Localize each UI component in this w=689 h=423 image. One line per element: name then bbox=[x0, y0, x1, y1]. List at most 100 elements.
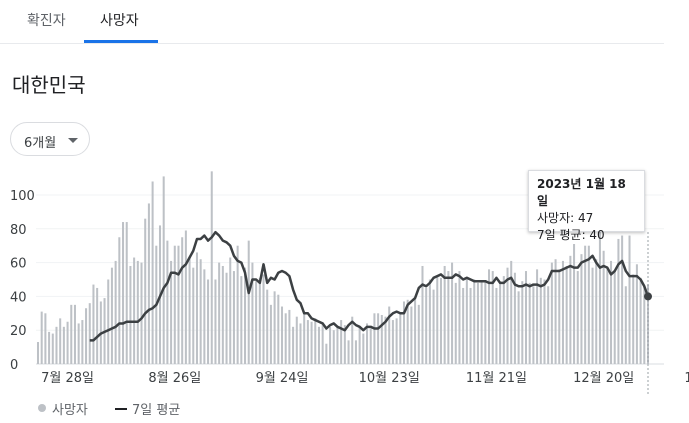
bar[interactable] bbox=[521, 281, 524, 364]
bar[interactable] bbox=[136, 260, 139, 364]
bar[interactable] bbox=[181, 237, 184, 364]
bar[interactable] bbox=[251, 262, 254, 364]
bar[interactable] bbox=[343, 325, 346, 364]
bar[interactable] bbox=[247, 240, 250, 364]
bar[interactable] bbox=[229, 257, 232, 364]
bar[interactable] bbox=[299, 323, 302, 364]
bar[interactable] bbox=[96, 287, 99, 364]
bar[interactable] bbox=[595, 259, 598, 364]
bar[interactable] bbox=[354, 340, 357, 364]
bar[interactable] bbox=[218, 262, 221, 364]
bar[interactable] bbox=[329, 326, 332, 364]
bar[interactable] bbox=[358, 326, 361, 364]
bar[interactable] bbox=[388, 306, 391, 364]
bar[interactable] bbox=[188, 257, 191, 364]
bar[interactable] bbox=[524, 271, 528, 364]
bar[interactable] bbox=[476, 282, 479, 364]
bar[interactable] bbox=[451, 262, 454, 364]
bar[interactable] bbox=[377, 313, 380, 364]
bar[interactable] bbox=[284, 313, 287, 364]
bar[interactable] bbox=[536, 269, 539, 364]
bar[interactable] bbox=[258, 277, 261, 364]
bar[interactable] bbox=[380, 314, 383, 364]
bar[interactable] bbox=[584, 245, 587, 364]
bar[interactable] bbox=[369, 328, 372, 364]
bar[interactable] bbox=[210, 171, 213, 364]
bar[interactable] bbox=[147, 203, 150, 364]
bar[interactable] bbox=[144, 218, 147, 364]
bar[interactable] bbox=[122, 222, 125, 364]
bar[interactable] bbox=[62, 326, 65, 364]
bar[interactable] bbox=[240, 276, 243, 364]
bar[interactable] bbox=[366, 323, 369, 364]
bar[interactable] bbox=[414, 298, 417, 364]
bar[interactable] bbox=[269, 304, 272, 364]
bar[interactable] bbox=[81, 320, 84, 364]
bar[interactable] bbox=[203, 269, 206, 364]
bar[interactable] bbox=[351, 316, 354, 364]
bar[interactable] bbox=[569, 255, 572, 364]
bar[interactable] bbox=[436, 276, 439, 364]
bar[interactable] bbox=[399, 313, 402, 364]
bar[interactable] bbox=[66, 321, 69, 364]
bar[interactable] bbox=[221, 265, 224, 364]
bar[interactable] bbox=[262, 274, 265, 364]
bar[interactable] bbox=[532, 286, 535, 364]
bar[interactable] bbox=[177, 245, 180, 364]
bar[interactable] bbox=[92, 284, 95, 364]
bar[interactable] bbox=[425, 287, 428, 364]
bar[interactable] bbox=[232, 271, 235, 364]
bar[interactable] bbox=[591, 267, 594, 364]
bar[interactable] bbox=[280, 306, 284, 364]
bar[interactable] bbox=[277, 294, 280, 364]
bar[interactable] bbox=[310, 321, 313, 364]
bar[interactable] bbox=[118, 237, 121, 364]
bar[interactable] bbox=[598, 228, 601, 364]
bar[interactable] bbox=[255, 281, 258, 364]
bar[interactable] bbox=[561, 260, 564, 364]
bar[interactable] bbox=[499, 282, 502, 364]
bar[interactable] bbox=[447, 271, 450, 364]
bar[interactable] bbox=[207, 279, 210, 365]
bar[interactable] bbox=[580, 254, 583, 364]
bar[interactable] bbox=[417, 304, 420, 364]
bar[interactable] bbox=[244, 267, 247, 364]
tab-deaths[interactable]: 사망자 bbox=[100, 13, 139, 29]
bar[interactable] bbox=[410, 306, 413, 364]
bar[interactable] bbox=[539, 277, 542, 364]
bar[interactable] bbox=[428, 279, 431, 365]
bar[interactable] bbox=[488, 269, 491, 364]
bar[interactable] bbox=[77, 323, 80, 364]
bar[interactable] bbox=[473, 279, 476, 365]
period-dropdown[interactable]: 6개월 bbox=[10, 122, 90, 156]
bar[interactable] bbox=[587, 245, 590, 364]
bar[interactable] bbox=[635, 264, 638, 364]
bar[interactable] bbox=[214, 279, 217, 365]
bar[interactable] bbox=[528, 282, 531, 364]
bar[interactable] bbox=[40, 311, 43, 364]
bar[interactable] bbox=[184, 230, 187, 364]
bar[interactable] bbox=[432, 289, 435, 364]
bar[interactable] bbox=[140, 262, 143, 364]
bar[interactable] bbox=[332, 330, 335, 364]
bar[interactable] bbox=[391, 320, 394, 364]
bar[interactable] bbox=[639, 277, 642, 364]
bar[interactable] bbox=[48, 331, 51, 364]
bar[interactable] bbox=[373, 313, 376, 364]
bar[interactable] bbox=[125, 222, 128, 364]
bar[interactable] bbox=[421, 265, 424, 364]
bar[interactable] bbox=[439, 277, 442, 364]
bar[interactable] bbox=[288, 309, 291, 364]
bar[interactable] bbox=[321, 325, 324, 364]
bar[interactable] bbox=[495, 287, 498, 364]
bar[interactable] bbox=[491, 271, 494, 364]
bar[interactable] bbox=[340, 320, 343, 364]
bar[interactable] bbox=[547, 286, 550, 364]
bar[interactable] bbox=[236, 245, 239, 364]
bar[interactable] bbox=[162, 176, 165, 364]
bar[interactable] bbox=[510, 260, 513, 364]
bar[interactable] bbox=[85, 308, 88, 364]
bar[interactable] bbox=[44, 313, 47, 364]
bar[interactable] bbox=[458, 271, 461, 364]
bar[interactable] bbox=[395, 318, 398, 364]
